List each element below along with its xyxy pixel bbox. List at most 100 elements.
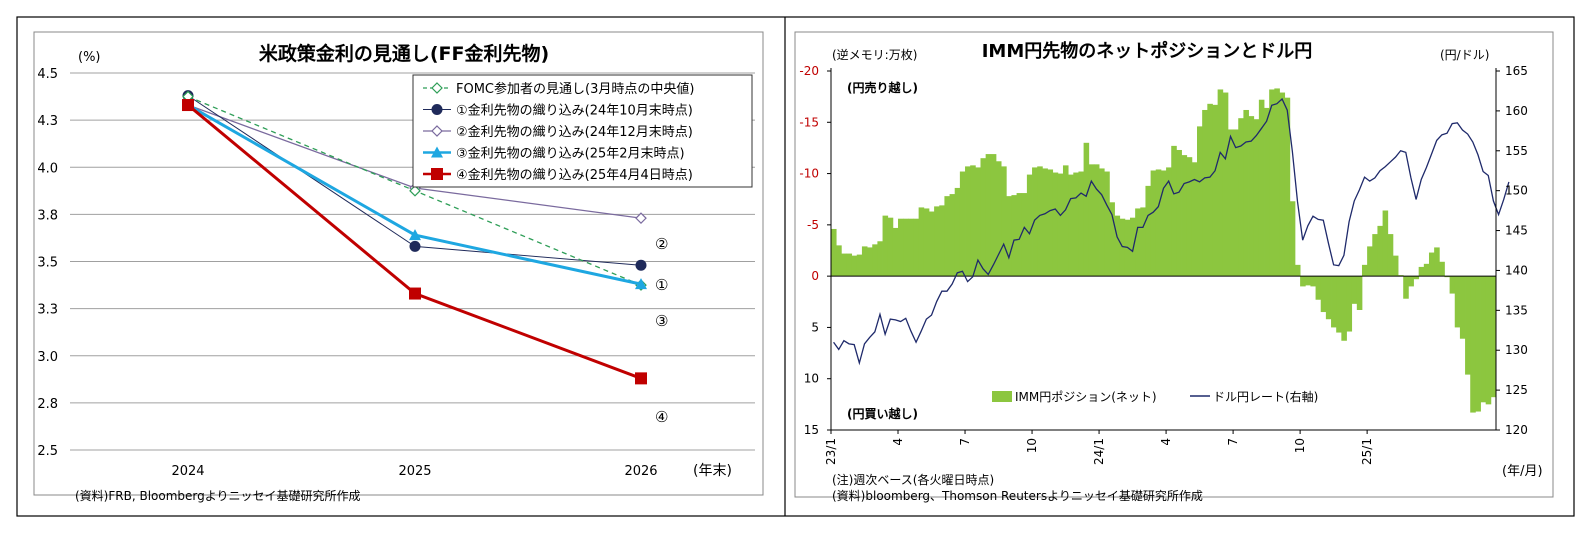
left-chart-title: 米政策金利の見通し(FF金利先物)	[259, 42, 549, 65]
position-bar	[1434, 247, 1440, 277]
right-right-axis-label: (円/ドル)	[1440, 48, 1489, 62]
right-chart-title: IMM円先物のネットポジションとドル円	[982, 40, 1313, 62]
right-left-tick-label: -5	[807, 218, 819, 232]
position-bar	[1398, 275, 1404, 277]
position-bar	[985, 154, 992, 277]
right-left-tick-label: -20	[799, 64, 819, 78]
position-bar	[1150, 170, 1157, 277]
left-source-note: (資料)FRB, Bloombergよりニッセイ基礎研究所作成	[75, 488, 361, 503]
position-bar	[1042, 168, 1048, 277]
position-bar	[1114, 215, 1121, 277]
note-yen-long: (円買い越し)	[847, 406, 918, 421]
position-bar	[1093, 164, 1100, 277]
position-bar	[867, 247, 873, 277]
legend-marker-futures-feb	[431, 146, 443, 158]
right-x-tick-label: 23/1	[824, 438, 838, 465]
position-bar	[872, 244, 878, 277]
note-yen-short: (円売り越し)	[847, 80, 918, 95]
position-bar	[1382, 210, 1389, 277]
right-right-tick-label: 145	[1505, 224, 1528, 238]
position-bar	[1129, 217, 1136, 277]
position-bar	[1191, 162, 1198, 277]
position-bar	[1341, 276, 1347, 341]
position-bar	[959, 171, 966, 277]
position-bar	[970, 165, 976, 277]
left-y-tick-label: 2.5	[37, 444, 58, 459]
legend-label-fomc: FOMC参加者の見通し(3月時点の中央値)	[456, 81, 694, 97]
position-bar	[913, 218, 920, 277]
position-bar	[1336, 276, 1342, 333]
position-bar	[856, 254, 863, 277]
position-bar	[1181, 155, 1188, 277]
right-x-tick-label: 7	[958, 438, 972, 446]
position-bar	[898, 218, 904, 277]
position-bar	[1310, 276, 1316, 287]
position-bar	[1418, 266, 1425, 277]
right-x-tick-label: 7	[1226, 438, 1240, 446]
position-bar	[1016, 193, 1023, 277]
position-bar	[887, 217, 894, 277]
right-left-tick-labels: -20 -15 -10 -5 0 5 10 15	[799, 64, 831, 437]
position-bar	[1104, 171, 1110, 277]
position-bar	[1233, 129, 1239, 277]
right-left-axis-label: (逆メモリ:万枚)	[832, 47, 917, 62]
right-x-tick-label: 25/1	[1360, 438, 1374, 465]
position-bar	[1062, 165, 1069, 277]
left-y-tick-label: 3.8	[37, 208, 58, 223]
position-bar	[1475, 276, 1481, 412]
position-bars	[831, 88, 1497, 413]
position-bar	[949, 194, 956, 277]
left-chart: 2.5 2.8 3.0 3.3 3.5 3.8 4.0 4.3 4.5 2024 2025 2026…	[33, 31, 764, 503]
right-right-tick-label: 125	[1505, 383, 1528, 397]
position-bar	[1449, 276, 1456, 294]
series-point-futures-apr	[182, 99, 194, 112]
right-source-note: (資料)bloomberg、Thomson Reutersよりニッセイ基礎研究所…	[832, 488, 1203, 503]
position-bar	[903, 218, 909, 277]
legend-bar-label: IMM円ポジション(ネット)	[1015, 390, 1157, 404]
position-bar	[1361, 264, 1368, 277]
position-bar	[1057, 173, 1064, 277]
position-bar	[882, 215, 889, 277]
outer-border	[16, 16, 1575, 517]
position-bar	[1470, 276, 1476, 413]
position-bar	[1325, 276, 1332, 320]
position-bar	[1186, 157, 1193, 277]
position-bar	[1217, 89, 1224, 277]
position-bar	[851, 255, 858, 277]
series-point-futures-apr	[635, 372, 647, 385]
position-bar	[1454, 276, 1461, 328]
position-bar	[908, 218, 914, 277]
position-bar	[1392, 255, 1399, 277]
position-bar	[1068, 174, 1074, 277]
position-bar	[1300, 276, 1306, 287]
left-x-tick-label: 2024	[171, 464, 204, 479]
position-bar	[1176, 149, 1182, 277]
position-bar	[995, 161, 1002, 277]
left-legend	[412, 74, 753, 188]
position-bar	[1026, 174, 1033, 277]
position-bar	[954, 187, 961, 277]
position-bar	[1485, 276, 1492, 405]
series-point-futures-dec	[635, 212, 647, 224]
position-bar	[1238, 118, 1244, 277]
legend-marker-futures-oct	[431, 104, 443, 115]
position-bar	[1269, 89, 1275, 277]
right-right-tick-label: 130	[1505, 343, 1528, 357]
position-bar	[1088, 164, 1095, 277]
left-x-tick-label: 2026	[624, 464, 657, 479]
right-x-tick-label: 24/1	[1092, 438, 1106, 465]
right-right-tick-label: 165	[1505, 64, 1528, 78]
legend-marker-futures-dec	[431, 125, 443, 137]
position-bar	[1423, 263, 1430, 277]
end-label-3: ③	[655, 312, 668, 330]
position-bar	[1212, 104, 1219, 277]
position-bar	[1032, 167, 1038, 277]
position-bar	[934, 206, 940, 277]
legend-marker-futures-apr	[431, 168, 443, 180]
end-label-1: ①	[655, 276, 668, 294]
position-bar	[965, 166, 971, 277]
right-footnote: (注)週次ベース(各火曜日時点)	[832, 472, 994, 487]
position-bar	[1294, 264, 1301, 277]
left-legend-items: FOMC参加者の見通し(3月時点の中央値) ①金利先物の織り込み(24年10月末時…	[423, 81, 694, 183]
